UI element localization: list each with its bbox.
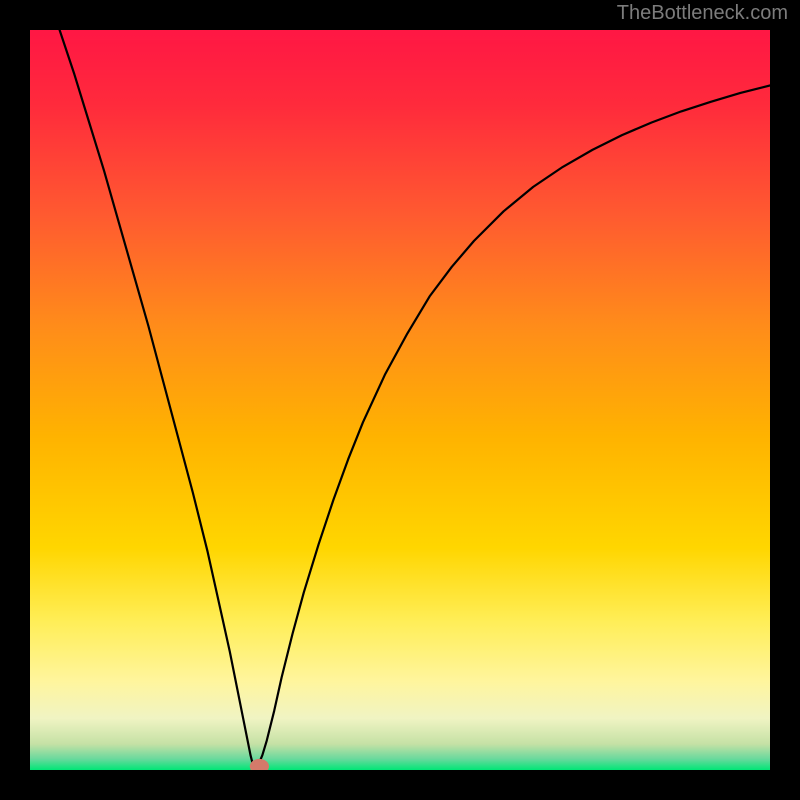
gradient-background [30,30,770,770]
chart-svg [30,30,770,770]
watermark-label: TheBottleneck.com [617,2,788,25]
gradient-chart [30,30,770,770]
